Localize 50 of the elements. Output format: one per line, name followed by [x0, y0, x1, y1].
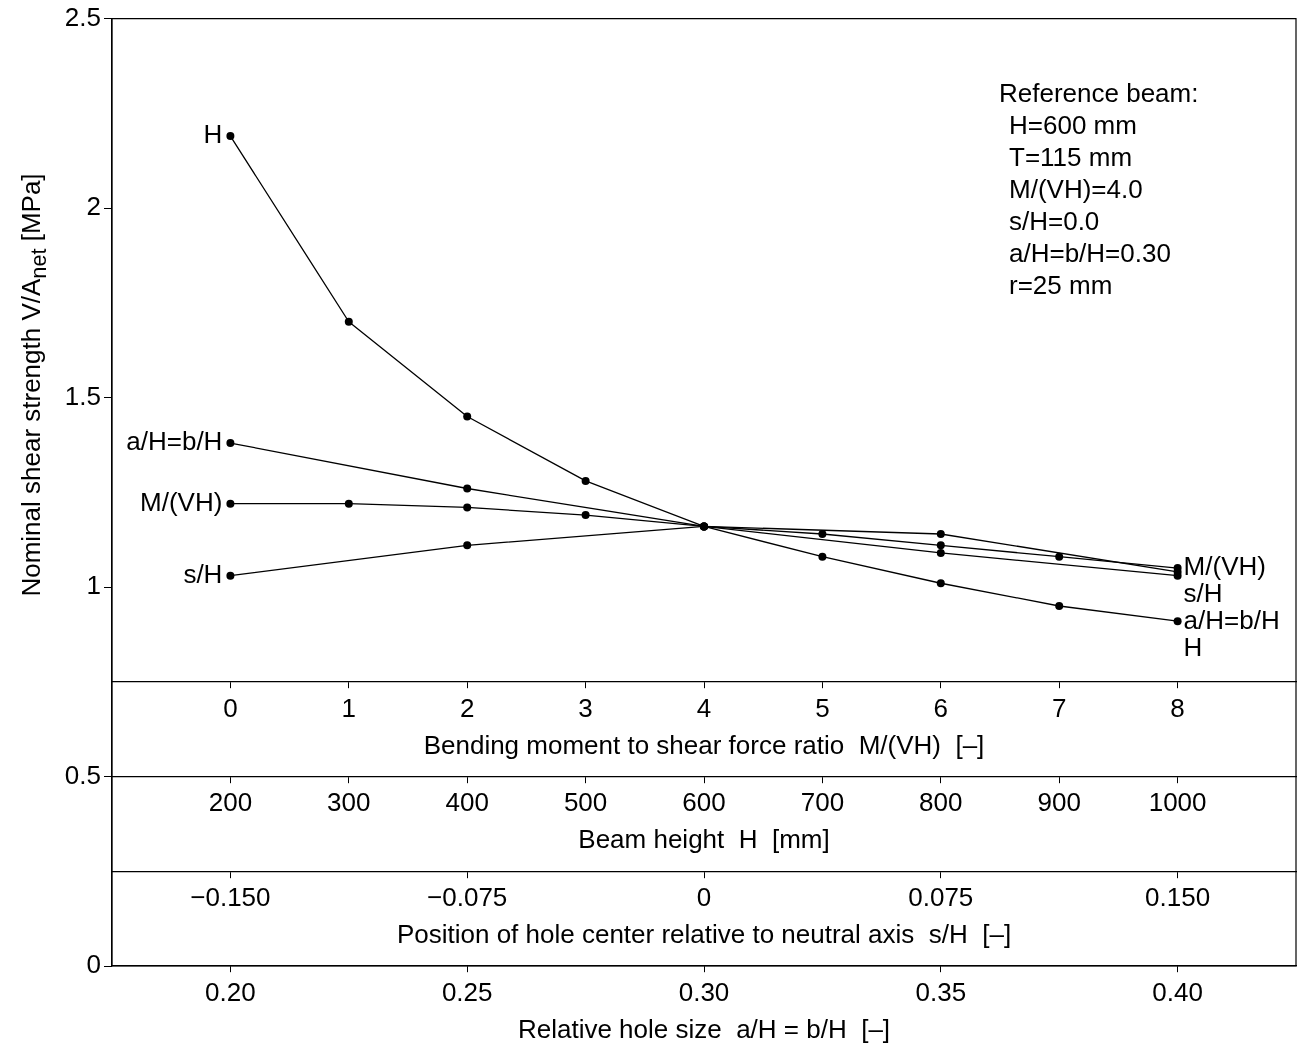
x-tick-label: −0.075: [427, 882, 508, 913]
x-tick-label: 400: [445, 787, 489, 818]
x-tick-label: 0.30: [678, 976, 730, 1007]
x-tick-label: 1: [341, 692, 357, 723]
x-tick-label: 600: [682, 787, 726, 818]
text: H: [203, 119, 223, 150]
x-tick-label: 0.20: [205, 976, 256, 1007]
annotation: Reference beam:: [999, 77, 1199, 108]
x-tick-label: 3: [578, 692, 593, 723]
annotation: M/(VH)=4.0: [1009, 173, 1143, 204]
x-tick-label: 900: [1037, 787, 1081, 818]
x-tick-label: 0.25: [441, 976, 493, 1007]
x-tick-label: 0: [696, 882, 712, 913]
x-axis-title: Relative hole size a/H = b/H [–]: [517, 1013, 891, 1044]
text: s/H: [183, 558, 223, 589]
y-tick-label: 0.5: [64, 759, 101, 790]
x-axis-title: Beam height H [mm]: [578, 824, 830, 855]
series-label: a/H=b/H: [126, 426, 223, 457]
x-tick-label: 0: [223, 692, 238, 723]
x-axis-title: Bending moment to shear force ratio M/(VH) [–]: [423, 729, 985, 760]
x-tick-label: 2: [459, 692, 475, 723]
x-tick-label: 0.35: [915, 976, 967, 1007]
x-tick-label: −0.150: [190, 882, 271, 913]
annotation: r=25 mm: [1009, 269, 1113, 300]
annotation: s/H=0.0: [1009, 205, 1100, 236]
x-tick-label: 500: [563, 787, 608, 818]
y-tick-label: 2: [86, 191, 101, 222]
x-tick-label: 6: [933, 692, 949, 723]
x-axis-title: Position of hole center relative to neutral axis s/H [–]: [396, 919, 1012, 950]
y-tick-label: 0: [86, 949, 101, 980]
y-tick-label: 1: [86, 570, 101, 601]
x-tick-label: 700: [800, 787, 845, 818]
x-tick-label: 0.150: [1145, 882, 1211, 913]
x-tick-label: 5: [815, 692, 830, 723]
y-tick-label: 2.5: [64, 1, 101, 32]
x-tick-label: 4: [696, 692, 712, 723]
x-tick-label: 0.075: [908, 882, 974, 913]
annotation: H=600 mm: [1009, 109, 1137, 140]
y-tick-label: 1.5: [64, 380, 101, 411]
text: M/(VH): [1183, 551, 1266, 582]
text: M/(VH): [140, 486, 223, 517]
annotation: a/H=b/H=0.30: [1009, 237, 1171, 268]
x-tick-label: 7: [1051, 692, 1067, 723]
annotation: T=115 mm: [1009, 141, 1133, 172]
x-tick-label: 800: [919, 787, 963, 818]
x-tick-label: 1000: [1148, 787, 1207, 818]
x-tick-label: 300: [327, 787, 371, 818]
x-tick-label: 200: [208, 787, 253, 818]
x-tick-label: 0.40: [1152, 976, 1203, 1007]
x-tick-label: 8: [1170, 692, 1185, 723]
